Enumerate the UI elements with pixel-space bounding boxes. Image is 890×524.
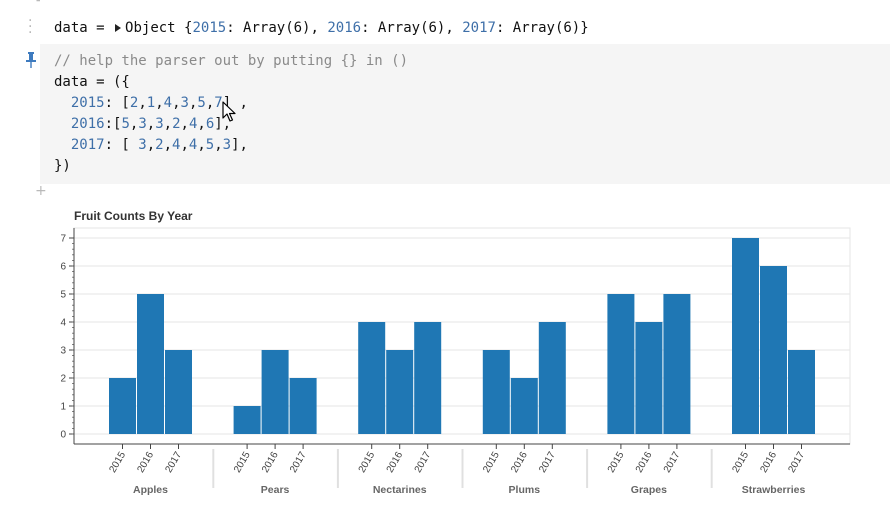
- bar-pears-2017: [289, 378, 317, 434]
- object-key: 2016: [327, 20, 362, 36]
- bar-nectarines-2015: [358, 322, 386, 434]
- bar-strawberries-2016: [760, 266, 787, 434]
- output-assign: =: [96, 20, 105, 36]
- bar-pears-2015: [233, 406, 261, 434]
- bar-grapes-2017: [663, 294, 691, 434]
- x-tick-label: 2015: [730, 450, 751, 475]
- y-tick-label: 6: [60, 262, 66, 273]
- x-tick-label: 2015: [357, 450, 378, 475]
- pin-icon[interactable]: [26, 52, 36, 68]
- code-line: 2017: [ 3,2,4,4,5,3],: [70, 137, 248, 153]
- x-tick-label: 2016: [634, 450, 655, 475]
- code-close-line: }): [54, 158, 71, 174]
- object-key: 2015: [192, 20, 227, 36]
- object-value: Array(6): [512, 20, 581, 36]
- output-var-name: data: [54, 20, 88, 36]
- chart-grid: [74, 237, 850, 435]
- cell-drag-handle-icon[interactable]: · · ·: [28, 13, 33, 41]
- x-tick-label: 2016: [135, 450, 156, 475]
- y-tick-label: 3: [60, 346, 66, 357]
- bar-pears-2016: [261, 350, 289, 434]
- category-label: Grapes: [631, 484, 667, 496]
- bar-plums-2016: [510, 378, 538, 434]
- bar-strawberries-2017: [788, 350, 815, 434]
- add-cell-below-icon[interactable]: +: [35, 183, 47, 199]
- y-tick-label: 5: [60, 290, 66, 301]
- object-label[interactable]: Object: [125, 20, 176, 36]
- bar-plums-2015: [482, 350, 510, 434]
- x-tick-label: 2017: [288, 450, 309, 475]
- expand-triangle-icon[interactable]: [115, 23, 122, 32]
- code-key: 2015: [70, 95, 105, 111]
- bar-apples-2016: [137, 294, 164, 434]
- bar-apples-2017: [165, 350, 192, 434]
- chart-bars: [109, 238, 815, 434]
- bar-grapes-2015: [607, 294, 635, 434]
- x-tick-label: 2016: [509, 450, 530, 475]
- category-label: Pears: [261, 484, 290, 496]
- code-line: 2015: [2,1,4,3,5,7] ,: [70, 95, 248, 111]
- code-line: 2016:[5,3,3,2,4,6],: [70, 116, 232, 132]
- x-tick-label: 2017: [163, 450, 184, 475]
- x-tick-label: 2015: [107, 450, 128, 475]
- category-label: Nectarines: [373, 484, 427, 496]
- bar-plums-2017: [538, 322, 566, 434]
- x-tick-label: 2017: [413, 450, 434, 475]
- y-tick-label: 7: [60, 234, 66, 245]
- x-tick-label: 2017: [537, 450, 558, 475]
- x-tick-label: 2015: [232, 450, 253, 475]
- x-tick-label: 2016: [758, 450, 779, 475]
- code-comment: // help the parser out by putting {} in …: [54, 53, 409, 69]
- code-editor[interactable]: // help the parser out by putting {} in …: [40, 44, 890, 184]
- y-tick-label: 1: [60, 402, 66, 413]
- x-tick-label: 2016: [385, 450, 406, 475]
- x-tick-label: 2015: [481, 450, 502, 475]
- code-key: 2017: [70, 137, 105, 153]
- y-tick-label: 2: [60, 374, 66, 385]
- object-value: Array(6): [243, 20, 311, 36]
- code-open-line: data = ({: [54, 74, 130, 90]
- code-key: 2016: [70, 116, 105, 132]
- object-key: 2017: [462, 20, 496, 36]
- y-tick-label: 4: [60, 318, 66, 329]
- category-label: Apples: [133, 484, 168, 496]
- mouse-cursor-icon: [222, 101, 236, 122]
- x-tick-label: 2017: [786, 450, 807, 475]
- output-line: data = Object {2015: Array(6), 2016: Arr…: [54, 20, 589, 36]
- x-tick-label: 2017: [662, 450, 683, 475]
- bar-apples-2015: [109, 378, 136, 434]
- category-label: Plums: [509, 484, 541, 496]
- bar-nectarines-2016: [386, 350, 414, 434]
- object-value: Array(6): [377, 20, 446, 36]
- cell-output[interactable]: data = Object {2015: Array(6), 2016: Arr…: [40, 0, 890, 44]
- x-tick-label: 2016: [260, 450, 281, 475]
- bar-nectarines-2017: [414, 322, 442, 434]
- y-tick-label: 0: [60, 430, 66, 441]
- category-label: Strawberries: [742, 484, 806, 496]
- fruit-counts-chart: Fruit Counts By Year 0 1 2 3 4 5 6 7 2015 2016 201…: [60, 209, 851, 496]
- x-tick-label: 2015: [606, 450, 627, 475]
- bar-strawberries-2015: [732, 238, 759, 434]
- bar-grapes-2016: [635, 322, 663, 434]
- chart-title: Fruit Counts By Year: [74, 209, 193, 223]
